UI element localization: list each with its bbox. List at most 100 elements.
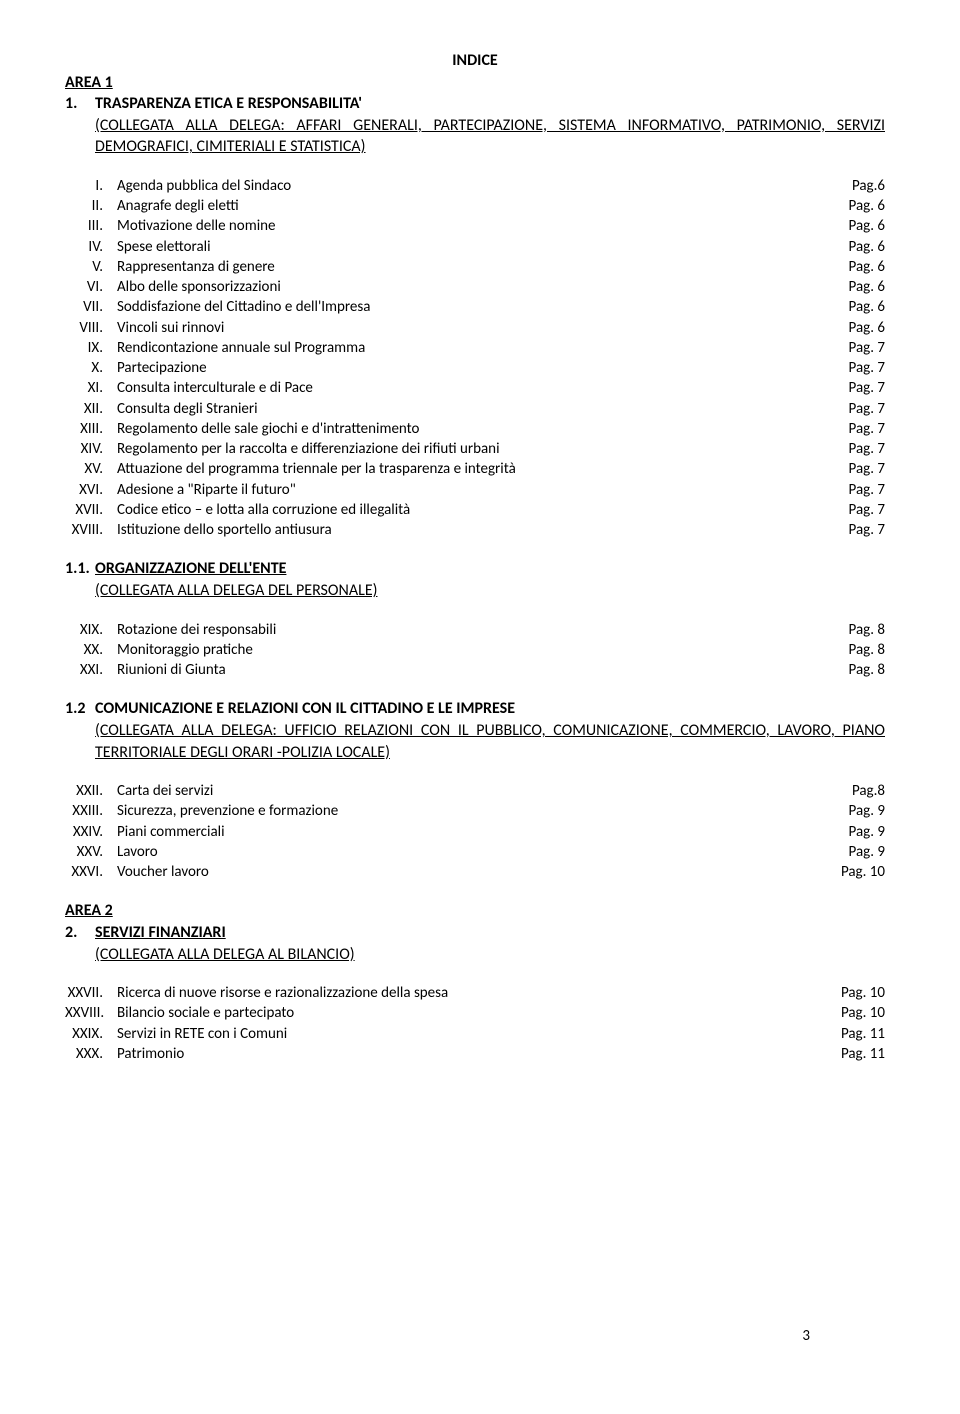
area1-heading: AREA 1 xyxy=(65,72,885,94)
toc-row: XXV.LavoroPag. 9 xyxy=(65,842,885,862)
toc-roman: VI. xyxy=(65,277,117,297)
toc-row: XIII.Regolamento delle sale giochi e d'i… xyxy=(65,419,885,439)
toc-label: Voucher lavoro xyxy=(117,862,821,882)
section12-title: COMUNICAZIONE E RELAZIONI CON IL CITTADI… xyxy=(95,699,515,718)
toc-page-ref: Pag. 6 xyxy=(829,297,885,317)
toc-page-ref: Pag. 10 xyxy=(821,983,885,1003)
toc-page-ref: Pag. 9 xyxy=(829,801,885,821)
toc-label: Carta dei servizi xyxy=(117,781,832,801)
toc-page-ref: Pag. 8 xyxy=(829,620,885,640)
area1-section-num: 1. xyxy=(65,93,95,115)
toc-page-ref: Pag. 8 xyxy=(829,660,885,680)
area1-section-title: TRASPARENZA ETICA E RESPONSABILITA' xyxy=(95,94,362,113)
toc-roman: XVIII. xyxy=(65,520,117,540)
toc-label: Rendicontazione annuale sul Programma xyxy=(117,338,829,358)
toc-label: Soddisfazione del Cittadino e dell'Impre… xyxy=(117,297,829,317)
toc-row: XII.Consulta degli StranieriPag. 7 xyxy=(65,399,885,419)
area1-toc: I.Agenda pubblica del SindacoPag.6II.Ana… xyxy=(65,176,885,541)
toc-label: Regolamento per la raccolta e differenzi… xyxy=(117,439,829,459)
toc-row: XVIII.Istituzione dello sportello antius… xyxy=(65,520,885,540)
toc-label: Sicurezza, prevenzione e formazione xyxy=(117,801,829,821)
toc-row: VI.Albo delle sponsorizzazioniPag. 6 xyxy=(65,277,885,297)
toc-label: Attuazione del programma triennale per l… xyxy=(117,459,829,479)
toc-roman: XVI. xyxy=(65,480,117,500)
toc-row: XX.Monitoraggio pratichePag. 8 xyxy=(65,640,885,660)
toc-row: X.PartecipazionePag. 7 xyxy=(65,358,885,378)
toc-row: II.Anagrafe degli elettiPag. 6 xyxy=(65,196,885,216)
toc-roman: XIII. xyxy=(65,419,117,439)
toc-row: XXI.Riunioni di GiuntaPag. 8 xyxy=(65,660,885,680)
toc-roman: XX. xyxy=(65,640,117,660)
toc-row: VIII.Vincoli sui rinnoviPag. 6 xyxy=(65,318,885,338)
indice-title: INDICE xyxy=(65,50,885,72)
toc-page-ref: Pag. 9 xyxy=(829,842,885,862)
toc-label: Patrimonio xyxy=(117,1044,821,1064)
toc-row: XXVII.Ricerca di nuove risorse e raziona… xyxy=(65,983,885,1003)
section11-toc: XIX.Rotazione dei responsabiliPag. 8XX.M… xyxy=(65,620,885,681)
toc-page-ref: Pag. 11 xyxy=(821,1024,885,1044)
toc-row: XVI.Adesione a "Riparte il futuro"Pag. 7 xyxy=(65,480,885,500)
toc-row: III.Motivazione delle nominePag. 6 xyxy=(65,216,885,236)
toc-label: Anagrafe degli eletti xyxy=(117,196,829,216)
toc-row: XXVIII.Bilancio sociale e partecipatoPag… xyxy=(65,1003,885,1023)
toc-page-ref: Pag. 7 xyxy=(829,480,885,500)
toc-roman: XXII. xyxy=(65,781,117,801)
toc-label: Motivazione delle nomine xyxy=(117,216,829,236)
toc-row: XXIX.Servizi in RETE con i ComuniPag. 11 xyxy=(65,1024,885,1044)
toc-page-ref: Pag. 7 xyxy=(829,338,885,358)
toc-label: Spese elettorali xyxy=(117,237,829,257)
toc-page-ref: Pag. 6 xyxy=(829,257,885,277)
section12-toc: XXII.Carta dei serviziPag.8XXIII.Sicurez… xyxy=(65,781,885,882)
toc-row: XXIV.Piani commercialiPag. 9 xyxy=(65,822,885,842)
toc-roman: XIX. xyxy=(65,620,117,640)
toc-row: XXVI.Voucher lavoroPag. 10 xyxy=(65,862,885,882)
toc-page-ref: Pag. 7 xyxy=(829,378,885,398)
toc-label: Consulta degli Stranieri xyxy=(117,399,829,419)
toc-page-ref: Pag.8 xyxy=(832,781,885,801)
toc-row: XIV.Regolamento per la raccolta e differ… xyxy=(65,439,885,459)
toc-page-ref: Pag. 7 xyxy=(829,459,885,479)
toc-label: Piani commerciali xyxy=(117,822,829,842)
toc-label: Rappresentanza di genere xyxy=(117,257,829,277)
toc-roman: XV. xyxy=(65,459,117,479)
toc-page-ref: Pag. 9 xyxy=(829,822,885,842)
toc-label: Adesione a "Riparte il futuro" xyxy=(117,480,829,500)
area2-section-heading: 2.SERVIZI FINANZIARI xyxy=(95,922,885,944)
toc-roman: XXV. xyxy=(65,842,117,862)
toc-roman: XIV. xyxy=(65,439,117,459)
toc-label: Istituzione dello sportello antiusura xyxy=(117,520,829,540)
page-number: 3 xyxy=(802,1326,810,1346)
toc-page-ref: Pag. 6 xyxy=(829,277,885,297)
toc-label: Rotazione dei responsabili xyxy=(117,620,829,640)
toc-label: Codice etico – e lotta alla corruzione e… xyxy=(117,500,829,520)
toc-row: IV.Spese elettoraliPag. 6 xyxy=(65,237,885,257)
toc-roman: XXVIII. xyxy=(65,1003,117,1023)
toc-roman: XII. xyxy=(65,399,117,419)
section11-subtitle: (COLLEGATA ALLA DELEGA DEL PERSONALE) xyxy=(95,580,885,602)
toc-page-ref: Pag. 10 xyxy=(821,862,885,882)
section11-title: ORGANIZZAZIONE DELL'ENTE xyxy=(95,559,286,578)
toc-row: XXIII.Sicurezza, prevenzione e formazion… xyxy=(65,801,885,821)
toc-roman: VII. xyxy=(65,297,117,317)
toc-label: Vincoli sui rinnovi xyxy=(117,318,829,338)
toc-page-ref: Pag. 7 xyxy=(829,500,885,520)
toc-page-ref: Pag. 7 xyxy=(829,358,885,378)
toc-page-ref: Pag. 6 xyxy=(829,216,885,236)
toc-label: Agenda pubblica del Sindaco xyxy=(117,176,832,196)
toc-page-ref: Pag. 7 xyxy=(829,439,885,459)
toc-roman: II. xyxy=(65,196,117,216)
toc-page-ref: Pag.6 xyxy=(832,176,885,196)
area2-toc: XXVII.Ricerca di nuove risorse e raziona… xyxy=(65,983,885,1064)
toc-roman: IX. xyxy=(65,338,117,358)
toc-row: XIX.Rotazione dei responsabiliPag. 8 xyxy=(65,620,885,640)
toc-label: Monitoraggio pratiche xyxy=(117,640,829,660)
toc-roman: XVII. xyxy=(65,500,117,520)
toc-roman: X. xyxy=(65,358,117,378)
toc-roman: IV. xyxy=(65,237,117,257)
toc-label: Partecipazione xyxy=(117,358,829,378)
section11-heading: 1.1.ORGANIZZAZIONE DELL'ENTE xyxy=(95,558,885,580)
toc-label: Lavoro xyxy=(117,842,829,862)
toc-row: XV.Attuazione del programma triennale pe… xyxy=(65,459,885,479)
toc-row: XXX.PatrimonioPag. 11 xyxy=(65,1044,885,1064)
toc-row: VII.Soddisfazione del Cittadino e dell'I… xyxy=(65,297,885,317)
